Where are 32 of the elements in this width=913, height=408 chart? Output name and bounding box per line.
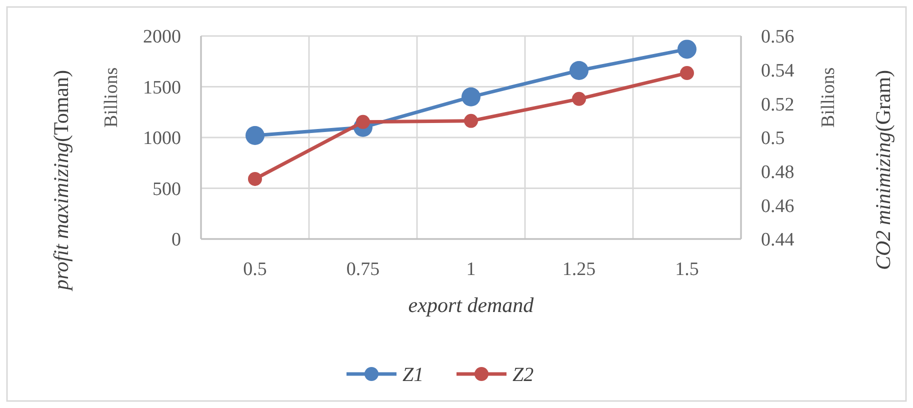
legend-label: Z2 — [512, 364, 534, 386]
y2-tick-label: 0.52 — [761, 94, 794, 116]
point — [680, 66, 694, 80]
y2-tick-label: 0.44 — [761, 230, 795, 251]
point — [246, 126, 264, 145]
point — [248, 172, 262, 186]
y2-tick-label: 0.48 — [761, 162, 794, 183]
y-tick-label: 2000 — [143, 26, 181, 48]
y-tick-label: 0 — [172, 230, 181, 251]
point — [462, 87, 480, 106]
y-axis-title: profit maximizing(Toman) — [49, 70, 73, 292]
y2-tick-label: 0.54 — [761, 60, 795, 82]
y2-tick-label: 0.56 — [761, 26, 794, 48]
x-axis-title: export demand — [408, 293, 534, 317]
y-tick-label: 500 — [152, 178, 181, 200]
x-tick-label: 1.25 — [562, 259, 596, 280]
legend-label: Z1 — [402, 364, 424, 386]
text: Billions — [818, 67, 839, 128]
x-tick-label: 1 — [466, 259, 476, 280]
text: Billions — [101, 67, 122, 128]
point — [572, 92, 586, 106]
point — [570, 61, 588, 80]
y2-tick-label: 0.5 — [761, 128, 785, 150]
y-tick-label: 1000 — [143, 128, 181, 150]
point — [678, 40, 696, 59]
point — [464, 114, 478, 128]
x-tick-label: 1.5 — [675, 259, 699, 280]
y2-axis-title: CO2 minimizing(Gram) — [871, 70, 895, 270]
x-tick-label: 0.75 — [346, 259, 380, 280]
y-tick-label: 1500 — [143, 77, 181, 98]
y2-tick-label: 0.46 — [761, 196, 794, 217]
x-tick-label: 0.5 — [243, 259, 267, 280]
